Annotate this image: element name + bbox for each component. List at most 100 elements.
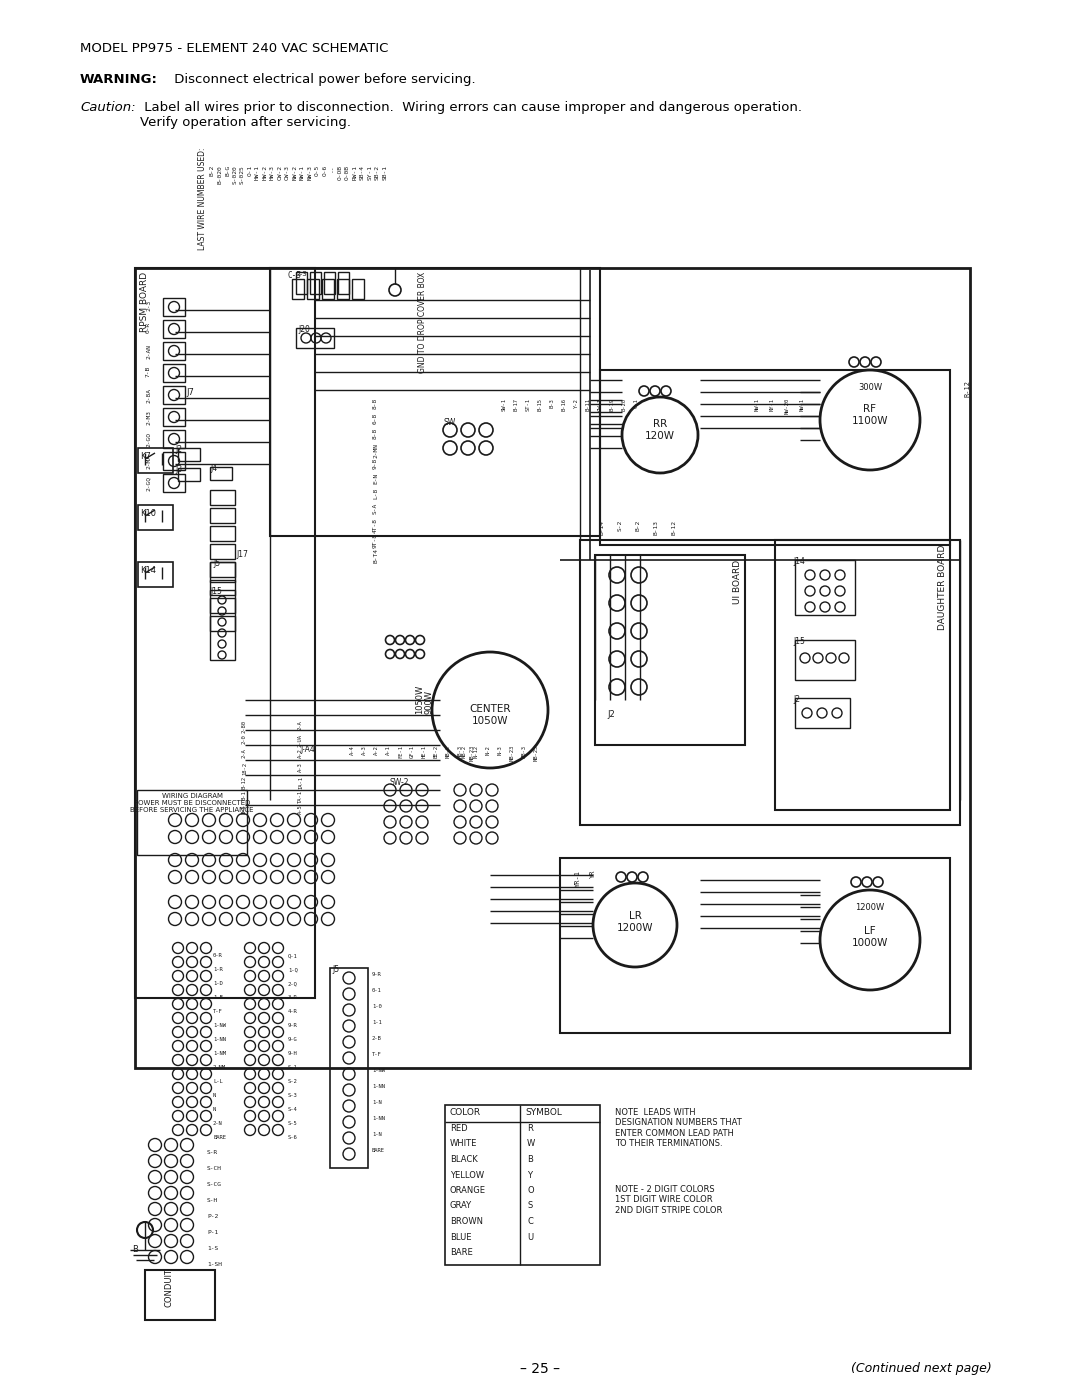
Bar [795,560,855,615]
Text: Caution:: Caution: [80,101,136,115]
Text: B: B [132,1245,138,1255]
Text: A-3: A-3 [362,745,367,754]
Text: C-1: C-1 [634,398,639,408]
Text: BROWN: BROWN [450,1217,483,1227]
Text: YELLOW: YELLOW [450,1171,484,1179]
Bar [163,298,185,316]
Bar [163,453,185,469]
Text: A-5: A-5 [298,805,303,813]
Text: RED: RED [450,1125,468,1133]
Text: 1-N: 1-N [372,1132,381,1137]
Text: 9-8: 9-8 [373,458,378,469]
Text: K10: K10 [140,509,156,518]
Text: HW-3: HW-3 [270,165,275,180]
Text: S-2: S-2 [618,520,623,531]
Bar [795,640,855,680]
Text: B-17: B-17 [514,398,519,411]
Text: 1-R: 1-R [213,967,222,972]
Bar [178,468,200,481]
Text: BARE: BARE [450,1248,473,1257]
Bar [163,474,185,492]
Bar [338,272,349,293]
Text: CW-2: CW-2 [278,165,283,180]
Bar [561,858,950,1032]
Text: ST-1: ST-1 [526,398,531,411]
Text: BLUE: BLUE [450,1232,472,1242]
Text: 2-0: 2-0 [242,733,247,743]
Text: B-5: B-5 [242,805,247,813]
Text: J2: J2 [793,694,800,704]
Text: 1-Q: 1-Q [288,967,298,972]
Text: 2-AN: 2-AN [146,344,151,359]
Text: C-3: C-3 [288,271,302,279]
Text: U: U [527,1232,534,1242]
Text: B-1: B-1 [242,789,247,799]
Text: YR-1: YR-1 [575,870,581,887]
Text: 8-8: 8-8 [373,427,378,439]
Text: N-3: N-3 [498,745,503,754]
Text: BARE: BARE [213,1134,226,1140]
Text: NOTE - 2 DIGIT COLORS
1ST DIGIT WIRE COLOR
2ND DIGIT STRIPE COLOR: NOTE - 2 DIGIT COLORS 1ST DIGIT WIRE COL… [615,1185,723,1215]
Text: SB-4: SB-4 [360,165,365,180]
Text: N: N [213,1106,216,1112]
Text: 2-M3: 2-M3 [146,409,151,425]
Bar [352,279,364,299]
Text: NB-23: NB-23 [470,745,475,761]
Text: B-G: B-G [225,165,230,176]
Bar [138,562,173,587]
Text: 2-GQ: 2-GQ [146,476,151,490]
Text: – 25 –: – 25 – [519,1362,561,1376]
Text: CW-1: CW-1 [598,398,603,411]
Text: 1-B: 1-B [213,995,222,1000]
Text: 2-Q: 2-Q [288,981,298,986]
Text: S-CG: S-CG [207,1182,222,1187]
Text: WIRING DIAGRAM
POWER MUST BE DISCONNECTED
BEFORE SERVICING THE APPLIANCE: WIRING DIAGRAM POWER MUST BE DISCONNECTE… [131,793,254,813]
Text: 1-NN: 1-NN [372,1116,384,1120]
Text: P-2: P-2 [207,1214,218,1220]
Text: LAST WIRE NUMBER USED:: LAST WIRE NUMBER USED: [198,148,207,250]
Text: B-14: B-14 [600,520,605,535]
Text: 1-1: 1-1 [372,1020,381,1025]
Text: DAUGHTER BOARD: DAUGHTER BOARD [939,545,947,630]
Text: E-N: E-N [373,474,378,485]
Text: 7-B: 7-B [146,366,151,377]
Text: 4-R: 4-R [288,1009,298,1014]
Text: NB-23: NB-23 [510,745,515,761]
Text: R: R [527,1125,532,1133]
Text: 1-NN: 1-NN [213,1037,226,1042]
Text: 2-GO: 2-GO [146,432,151,447]
Bar [138,504,173,529]
Text: A-2: A-2 [298,747,303,757]
Text: T-F: T-F [213,1009,222,1014]
Text: RR
120W: RR 120W [645,419,675,441]
Text: A-2: A-2 [374,745,379,754]
Text: J15: J15 [210,587,221,597]
Text: C: C [527,1217,532,1227]
Text: B: B [527,1155,532,1164]
Bar [138,448,173,474]
Text: B-2: B-2 [210,165,215,176]
Text: A-1: A-1 [386,745,391,754]
Text: J7: J7 [186,388,194,397]
Bar [322,279,334,299]
Text: NB-2: NB-2 [462,745,467,759]
Text: --: -- [330,165,335,172]
Text: B-15: B-15 [538,398,543,411]
Text: NW-3: NW-3 [308,165,312,180]
Text: SYMBOL: SYMBOL [525,1108,562,1118]
Text: J3: J3 [175,465,183,474]
Text: J4: J4 [210,464,217,474]
Text: B-2: B-2 [636,520,642,531]
Text: NOTE  LEADS WITH
DESIGNATION NUMBERS THAT
ENTER COMMON LEAD PATH
TO THEIR TERMIN: NOTE LEADS WITH DESIGNATION NUMBERS THAT… [615,1108,742,1148]
Text: HE-1: HE-1 [422,745,427,759]
Text: O: O [527,1186,534,1194]
Text: O-6: O-6 [323,165,327,176]
Text: ORANGE: ORANGE [450,1186,486,1194]
Text: 2-A: 2-A [298,719,303,729]
Bar [210,490,235,504]
Text: J5: J5 [332,965,339,974]
Bar [210,616,235,631]
Text: A-3: A-3 [298,761,303,771]
Text: J17: J17 [237,550,248,559]
Bar [324,272,335,293]
